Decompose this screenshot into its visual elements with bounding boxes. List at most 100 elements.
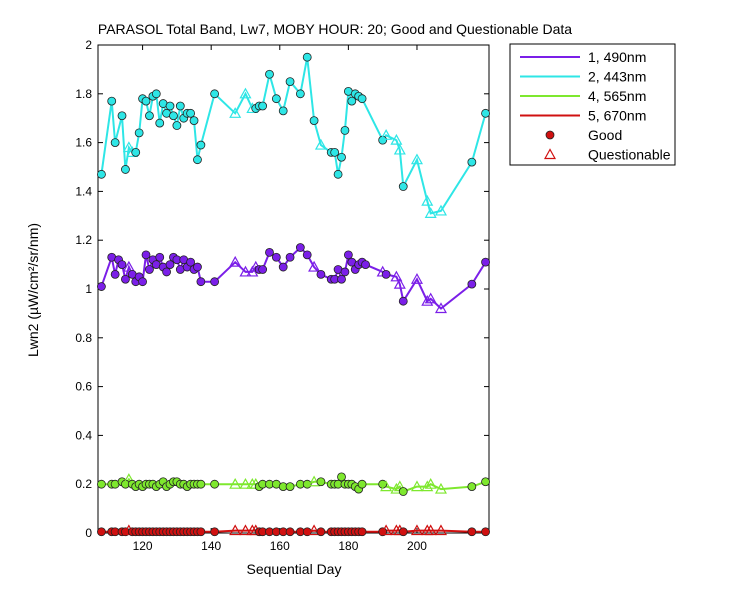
chart-title: PARASOL Total Band, Lw7, MOBY HOUR: 20; …: [98, 21, 572, 37]
y-tick-label: 1.4: [75, 184, 92, 198]
questionable-point: [424, 477, 437, 489]
plot-area: 0 0.2 0.4 0.6 0.8 1 1.2 1.4 1.6 1.8 2 120 140 160 180 2…: [75, 38, 490, 553]
good-point: [481, 108, 490, 118]
questionable-point: [421, 480, 434, 492]
good-point: [302, 250, 312, 260]
good-point: [398, 527, 408, 537]
good-point: [467, 279, 477, 289]
good-point: [357, 479, 367, 489]
questionable-point: [314, 138, 327, 150]
y-tick-label: 0.6: [75, 380, 92, 394]
legend-label: 5, 670nm: [588, 108, 646, 124]
good-point: [271, 94, 281, 104]
x-tick-label: 180: [338, 539, 358, 553]
x-tick-label: 120: [133, 539, 153, 553]
questionable-point: [421, 294, 434, 306]
legend-box: [509, 43, 676, 166]
good-point: [117, 111, 127, 121]
questionable-point: [229, 255, 242, 267]
questionable-point: [380, 480, 393, 492]
good-point: [186, 257, 196, 267]
legend: 1, 490nm 2, 443nm 4, 565nm 5, 670nm Good Ques…: [509, 43, 676, 166]
good-point: [278, 262, 288, 272]
legend-label: Questionable: [588, 147, 671, 163]
good-point: [357, 94, 367, 104]
good-point: [361, 260, 370, 270]
legend-label: 4, 565nm: [588, 88, 646, 104]
x-axis-label: Sequential Day: [247, 561, 342, 577]
legend-label: 2, 443nm: [588, 69, 646, 85]
good-point: [186, 108, 196, 118]
good-point: [196, 527, 206, 537]
good-point: [343, 250, 353, 260]
good-point: [141, 96, 151, 106]
good-point: [481, 477, 490, 487]
good-point: [340, 267, 350, 277]
questionable-point: [434, 482, 448, 494]
good-point: [196, 479, 206, 489]
good-point: [357, 527, 367, 537]
good-point: [285, 527, 295, 537]
good-point: [316, 527, 326, 537]
good-point: [172, 121, 182, 130]
good-point: [285, 252, 295, 262]
y-tick-label: 1.2: [75, 233, 92, 247]
questionable-point: [410, 524, 423, 536]
questionable-point: [390, 482, 403, 494]
good-point: [210, 277, 220, 287]
good-point: [285, 482, 295, 492]
good-point: [347, 96, 357, 106]
good-point: [337, 472, 346, 482]
good-point: [97, 169, 106, 179]
good-point: [145, 111, 154, 121]
questionable-point: [424, 524, 437, 536]
good-point: [210, 479, 220, 489]
questionable-point: [239, 265, 252, 277]
good-point: [337, 274, 346, 284]
good-point: [162, 267, 171, 277]
good-point: [278, 106, 288, 116]
questionable-point: [410, 273, 423, 284]
x-tick-label: 140: [201, 539, 221, 553]
y-tick-label: 2: [85, 38, 92, 52]
good-point: [134, 128, 144, 138]
good-point: [165, 260, 175, 270]
series-1: [97, 52, 490, 218]
good-point: [121, 165, 130, 174]
x-tick-label: 200: [407, 539, 427, 553]
good-point: [316, 477, 326, 487]
good-point: [107, 96, 117, 106]
good-point: [196, 140, 206, 150]
good-point: [97, 282, 106, 291]
good-point: [330, 147, 340, 157]
legend-good-marker: [545, 130, 555, 140]
good-point: [337, 152, 346, 162]
questionable-point: [239, 87, 252, 99]
questionable-point: [390, 270, 403, 282]
questionable-point: [122, 260, 135, 272]
good-point: [131, 147, 141, 157]
good-point: [467, 482, 477, 492]
good-point: [271, 252, 281, 262]
good-point: [481, 257, 490, 267]
good-point: [155, 252, 165, 262]
good-point: [138, 277, 147, 287]
legend-questionable-marker: [543, 148, 557, 160]
good-point: [381, 269, 391, 279]
good-point: [265, 69, 274, 79]
questionable-point: [380, 129, 393, 140]
questionable-point: [239, 524, 252, 536]
good-point: [117, 260, 127, 270]
good-point: [295, 89, 305, 99]
legend-label: 1, 490nm: [588, 49, 646, 65]
questionable-point: [380, 524, 393, 536]
good-point: [169, 111, 178, 121]
good-point: [141, 250, 151, 260]
y-tick-label: 1.8: [75, 87, 92, 101]
series-3: [97, 524, 490, 537]
series-0: [97, 243, 490, 314]
questionable-point: [393, 143, 406, 155]
questionable-point: [229, 477, 242, 489]
questionable-point: [229, 524, 242, 536]
